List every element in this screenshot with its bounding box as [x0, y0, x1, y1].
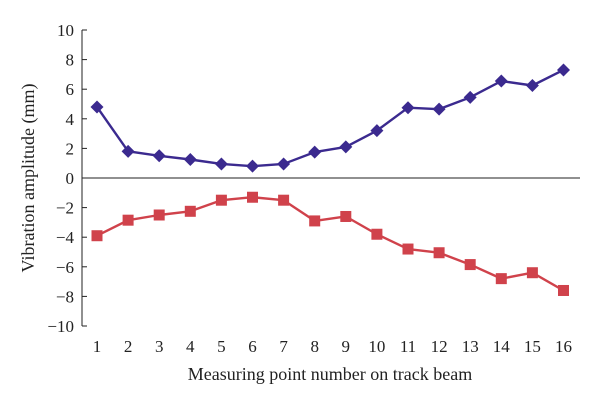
data-point-square	[433, 247, 445, 259]
data-point-square	[278, 194, 290, 206]
y-tick-labels: 10 8 6 4 2 0 −2 −4 −6 −8 −10	[47, 21, 74, 336]
y-axis-title: Vibration amplitude (mm)	[18, 84, 39, 273]
data-point-square	[340, 210, 352, 222]
x-tick-label: 8	[310, 337, 319, 356]
x-tick-label: 5	[217, 337, 226, 356]
series-1	[90, 63, 570, 173]
x-tick-label: 10	[368, 337, 385, 356]
x-tick-label: 7	[279, 337, 288, 356]
data-point-diamond	[525, 79, 539, 92]
data-point-diamond	[463, 90, 477, 104]
y-tick-label: 4	[66, 110, 75, 129]
data-point-square	[215, 194, 227, 206]
data-point-diamond	[370, 124, 384, 138]
x-tick-label: 4	[186, 337, 195, 356]
y-tick-label: 0	[66, 169, 75, 188]
y-tick-label: −8	[56, 287, 74, 306]
data-point-square	[558, 284, 569, 296]
x-tick-label: 11	[400, 337, 416, 356]
series-2	[91, 191, 569, 296]
y-tick-label: −2	[56, 199, 74, 218]
data-point-diamond	[183, 153, 197, 166]
series-line	[96, 196, 565, 292]
data-point-square	[402, 243, 414, 255]
x-tick-label: 1	[93, 337, 102, 356]
axes	[81, 29, 580, 327]
x-tick-label: 9	[342, 337, 351, 356]
data-point-square	[526, 267, 538, 279]
data-point-square	[122, 214, 134, 226]
x-axis-title: Measuring point number on track beam	[188, 364, 472, 384]
data-point-square	[371, 228, 383, 240]
data-point-diamond	[277, 157, 291, 171]
data-point-diamond	[557, 63, 570, 77]
x-tick-label: 16	[555, 337, 572, 356]
data-point-square	[247, 191, 258, 203]
data-point-diamond	[401, 101, 415, 115]
data-point-square	[464, 259, 476, 271]
y-tick-label: −6	[56, 258, 74, 277]
data-point-diamond	[246, 159, 259, 173]
data-point-diamond	[152, 149, 166, 163]
y-tick-label: 10	[57, 21, 74, 40]
data-point-square	[184, 205, 196, 217]
data-point-diamond	[214, 157, 228, 171]
y-tick-label: 8	[66, 51, 75, 70]
x-tick-label: 3	[155, 337, 164, 356]
data-point-diamond	[494, 74, 508, 88]
data-point-square	[91, 230, 103, 242]
series-layer	[90, 63, 570, 296]
data-point-diamond	[432, 102, 446, 116]
data-point-diamond	[339, 140, 353, 154]
series-line	[96, 68, 565, 168]
data-point-diamond	[308, 145, 322, 159]
y-tick-label: 6	[66, 80, 75, 99]
data-point-square	[153, 209, 165, 221]
x-tick-label: 15	[524, 337, 541, 356]
data-point-square	[495, 273, 507, 285]
data-point-diamond	[121, 144, 135, 158]
data-point-square	[309, 215, 321, 227]
y-tick-label: −4	[56, 228, 75, 247]
y-tick-label: −10	[47, 317, 74, 336]
x-tick-label: 14	[493, 337, 511, 356]
x-tick-label: 6	[248, 337, 257, 356]
x-tick-label: 13	[462, 337, 479, 356]
y-tick-label: 2	[66, 139, 75, 158]
data-point-diamond	[90, 100, 104, 114]
x-tick-labels: 1 2 3 4 5 6 7 8 9 10 11 12 13 14 15 16	[93, 337, 572, 356]
x-tick-label: 2	[124, 337, 133, 356]
x-tick-label: 12	[431, 337, 448, 356]
